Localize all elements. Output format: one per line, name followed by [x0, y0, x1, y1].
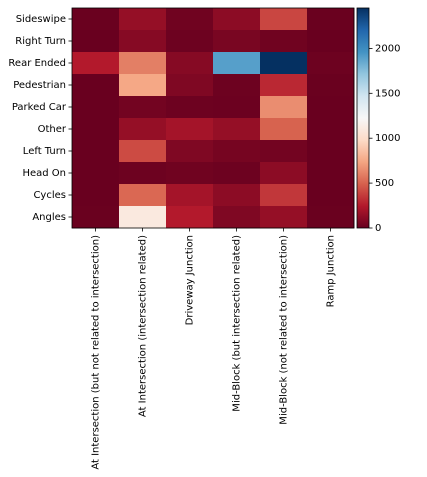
heatmap-cell [72, 8, 120, 31]
y-tick-label: Sideswipe [16, 14, 66, 25]
heatmap-cell [166, 162, 214, 185]
colorbar: 0 500 1000 1500 2000 [356, 7, 400, 234]
colorbar-tick-label: 2000 [375, 43, 400, 54]
y-tick-label: Cycles [33, 190, 66, 201]
heatmap-cell [166, 118, 214, 141]
x-tick-label: At Intersection (but not related to inte… [91, 235, 102, 470]
heatmap-cell [166, 184, 214, 207]
heatmap-cell [307, 184, 355, 207]
heatmap-cell [307, 30, 355, 53]
heatmap-cell [307, 52, 355, 75]
colorbar-tick-label: 500 [375, 178, 394, 189]
heatmap-cell [307, 96, 355, 119]
colorbar-ticks: 0 500 1000 1500 2000 [369, 43, 400, 234]
colorbar-tick-label: 1500 [375, 88, 400, 99]
heatmap-cell [119, 30, 167, 53]
heatmap-cell [213, 206, 261, 229]
heatmap-cell [166, 140, 214, 163]
heatmap-cell [307, 8, 355, 31]
heatmap-cell [260, 8, 308, 31]
heatmap-cell [72, 30, 120, 53]
y-tick-label: Right Turn [15, 36, 66, 47]
heatmap-cell [307, 162, 355, 185]
heatmap-cell [307, 118, 355, 141]
heatmap-cell [119, 8, 167, 31]
heatmap-cell [72, 184, 120, 207]
heatmap-cell [213, 118, 261, 141]
x-tick-label: Ramp Junction [326, 235, 337, 307]
heatmap-cell [166, 74, 214, 97]
heatmap-cell [307, 74, 355, 97]
heatmap-cell [260, 184, 308, 207]
heatmap-cell [119, 140, 167, 163]
heatmap-cell [213, 184, 261, 207]
heatmap-cell [119, 206, 167, 229]
heatmap-cell [72, 74, 120, 97]
heatmap-cell [213, 74, 261, 97]
heatmap-cell [166, 8, 214, 31]
heatmap-cell [72, 206, 120, 229]
heatmap-cell [166, 206, 214, 229]
heatmap-cell [72, 118, 120, 141]
x-tick-label: Driveway Junction [185, 235, 196, 325]
heatmap-cell [213, 140, 261, 163]
heatmap-cell [260, 74, 308, 97]
y-tick-label: Rear Ended [8, 58, 66, 69]
y-tick-label: Head On [22, 168, 66, 179]
heatmap-cell [72, 52, 120, 75]
heatmap-cell [213, 162, 261, 185]
y-tick-label: Other [38, 124, 67, 135]
heatmap-cell [307, 206, 355, 229]
heatmap-cell [72, 140, 120, 163]
heatmap-cell [119, 118, 167, 141]
y-tick-label: Pedestrian [13, 80, 66, 91]
heatmap-cell [260, 30, 308, 53]
heatmap-cell [72, 162, 120, 185]
heatmap-cell [260, 52, 308, 75]
heatmap-cell [119, 184, 167, 207]
colorbar-gradient [356, 7, 370, 229]
heatmap-cell [166, 52, 214, 75]
heatmap-cell [213, 52, 261, 75]
heatmap-cell [213, 96, 261, 119]
heatmap-cell [166, 30, 214, 53]
heatmap-cell [119, 96, 167, 119]
x-axis: At Intersection (but not related to inte… [91, 228, 337, 470]
heatmap-cell [119, 162, 167, 185]
heatmap-cell [72, 96, 120, 119]
y-tick-label: Left Turn [23, 146, 66, 157]
heatmap-cell [213, 8, 261, 31]
heatmap-cell [260, 206, 308, 229]
colorbar-tick-label: 0 [375, 223, 381, 234]
heatmap-cell [260, 162, 308, 185]
colorbar-tick-label: 1000 [375, 133, 400, 144]
heatmap-cell [307, 140, 355, 163]
x-tick-label: Mid-Block (but intersection related) [232, 235, 243, 412]
heatmap-cells [72, 8, 355, 229]
heatmap-cell [119, 74, 167, 97]
y-tick-label: Angles [32, 212, 66, 223]
heatmap-cell [260, 118, 308, 141]
plot-frame [71, 7, 355, 229]
heatmap-cell [260, 140, 308, 163]
heatmap-cell [166, 96, 214, 119]
heatmap-cell [260, 96, 308, 119]
heatmap-cell [119, 52, 167, 75]
y-axis: Sideswipe Right Turn Rear Ended Pedestrian P… [8, 14, 72, 223]
x-tick-label: At Intersection (intersection related) [138, 235, 149, 417]
x-tick-label: Mid-Block (not related to intersection) [279, 235, 290, 425]
y-tick-label: Parked Car [12, 102, 67, 113]
heatmap-cell [213, 30, 261, 53]
